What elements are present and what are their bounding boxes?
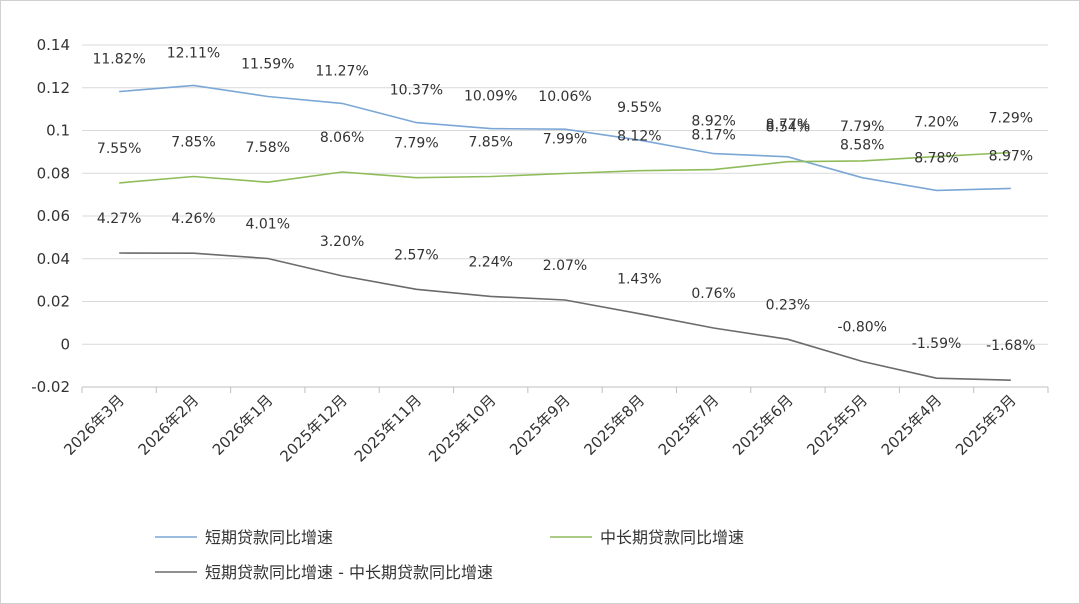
data-label: 9.55% bbox=[617, 100, 661, 116]
data-label: 8.12% bbox=[617, 129, 661, 145]
data-label: -1.59% bbox=[912, 336, 962, 352]
data-label: 8.58% bbox=[840, 138, 884, 154]
x-tick-label: 2025年5月 bbox=[803, 391, 871, 459]
x-tick-label: 2025年10月 bbox=[425, 391, 499, 465]
data-label: 4.27% bbox=[97, 211, 141, 227]
data-label: 2.07% bbox=[543, 258, 587, 274]
x-tick-label: 2025年6月 bbox=[729, 391, 797, 459]
series-line bbox=[119, 151, 1011, 184]
data-label: 11.82% bbox=[92, 52, 145, 68]
data-label: 1.43% bbox=[617, 272, 661, 288]
y-tick-label: 0.1 bbox=[46, 122, 70, 140]
y-tick-label: 0.02 bbox=[37, 293, 70, 311]
x-tick-label: 2025年3月 bbox=[952, 391, 1020, 459]
data-label: 2.24% bbox=[468, 254, 512, 270]
y-tick-label: 0.06 bbox=[37, 207, 70, 225]
y-tick-label: 0.14 bbox=[37, 36, 70, 54]
data-label: 12.11% bbox=[167, 45, 220, 61]
data-label: 11.27% bbox=[315, 63, 368, 79]
data-label: 11.59% bbox=[241, 57, 294, 73]
data-label: 4.01% bbox=[246, 217, 290, 233]
x-tick-label: 2025年11月 bbox=[351, 391, 425, 465]
data-label: 8.97% bbox=[989, 148, 1033, 164]
legend-label: 中长期贷款同比增速 bbox=[600, 528, 744, 547]
data-label: 10.37% bbox=[390, 83, 443, 99]
data-label: 0.23% bbox=[766, 297, 810, 313]
data-label: 8.92% bbox=[691, 114, 735, 130]
y-tick-label: 0.08 bbox=[37, 164, 70, 182]
data-label: 7.55% bbox=[97, 141, 141, 157]
data-label: 8.77% bbox=[766, 117, 810, 133]
x-tick-label: 2026年3月 bbox=[60, 391, 128, 459]
x-tick-label: 2026年2月 bbox=[135, 391, 203, 459]
data-label: 0.76% bbox=[691, 286, 735, 302]
data-label: -1.68% bbox=[986, 338, 1036, 354]
data-label: 7.79% bbox=[840, 119, 884, 135]
x-axis: 2026年3月 2026年2月 2026年1月 2025年12月 2025年11月 202… bbox=[60, 386, 1049, 466]
x-tick-label: 2026年1月 bbox=[209, 391, 277, 459]
x-tick-label: 2025年12月 bbox=[276, 391, 350, 465]
data-label: 7.79% bbox=[394, 136, 438, 152]
data-label: 7.58% bbox=[246, 140, 290, 156]
series-lines bbox=[119, 84, 1011, 381]
x-tick-label: 2025年4月 bbox=[878, 391, 946, 459]
data-label: 4.26% bbox=[171, 211, 215, 227]
data-label: 8.06% bbox=[320, 130, 364, 146]
data-label: 7.85% bbox=[468, 134, 512, 150]
data-label: 8.54% bbox=[766, 120, 810, 136]
data-label: 10.06% bbox=[538, 89, 591, 105]
y-tick-label: 0.04 bbox=[37, 250, 70, 268]
x-tick-label: 2025年8月 bbox=[580, 391, 648, 459]
legend-label: 短期贷款同比增速 - 中长期贷款同比增速 bbox=[205, 563, 493, 582]
data-label: 7.29% bbox=[989, 111, 1033, 127]
y-tick-label: 0.12 bbox=[37, 79, 70, 97]
data-label: 10.09% bbox=[464, 89, 517, 105]
y-tick-label: -0.02 bbox=[31, 378, 70, 396]
data-labels: 11.82% 12.11% 11.59% 11.27% 10.37% 10.09% 10.0… bbox=[92, 45, 1035, 354]
data-label: 7.85% bbox=[171, 134, 215, 150]
data-label: 2.57% bbox=[394, 247, 438, 263]
x-tick-label: 2025年9月 bbox=[506, 391, 574, 459]
legend-label: 短期贷款同比增速 bbox=[205, 528, 333, 547]
data-label: -0.80% bbox=[837, 319, 887, 335]
data-label: 8.17% bbox=[691, 128, 735, 144]
data-label: 3.20% bbox=[320, 234, 364, 250]
y-tick-label: 0 bbox=[60, 335, 70, 353]
y-axis: 0.14 0.12 0.1 0.08 0.06 0.04 0.02 0 -0.02 bbox=[31, 36, 70, 396]
data-label: 7.20% bbox=[914, 115, 958, 131]
x-tick-label: 2025年7月 bbox=[655, 391, 723, 459]
data-label: 8.78% bbox=[914, 150, 958, 166]
data-label: 7.99% bbox=[543, 131, 587, 147]
